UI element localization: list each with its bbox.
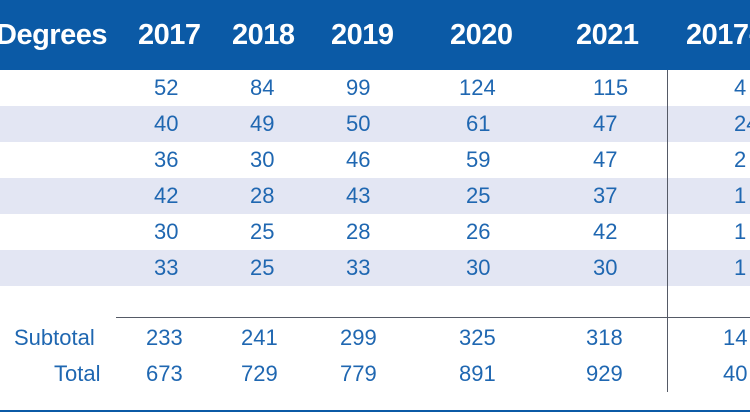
cell-2019: 33 xyxy=(346,255,371,280)
header-year-2019: 2019 xyxy=(331,19,394,51)
cell-2020: 30 xyxy=(466,255,491,280)
cell-2020: 26 xyxy=(466,219,491,244)
cell-2018: 49 xyxy=(250,111,275,136)
table-row: 52 84 99 124 115 4 xyxy=(0,70,750,106)
cell-2019: 43 xyxy=(346,183,371,208)
cell-2020: 325 xyxy=(459,325,496,350)
cell-range: 1 xyxy=(734,255,747,280)
table-row: 30 25 28 26 42 1 xyxy=(0,214,750,250)
cell-2021: 47 xyxy=(593,147,618,172)
cell-range: 40 xyxy=(723,361,748,386)
cell-2018: 25 xyxy=(250,255,275,280)
cell-2019: 299 xyxy=(340,325,377,350)
cell-2019: 779 xyxy=(340,361,377,386)
cell-2021: 37 xyxy=(593,183,618,208)
cell-2017: 52 xyxy=(154,75,179,100)
cell-2018: 84 xyxy=(250,75,275,100)
cell-2019: 99 xyxy=(346,75,371,100)
cell-2017: 36 xyxy=(154,147,179,172)
table-header: Degrees 2017 2018 2019 2020 2021 2017- xyxy=(0,0,750,70)
cell-2020: 59 xyxy=(466,147,491,172)
header-degrees: Degrees xyxy=(0,19,107,51)
cell-2021: 318 xyxy=(586,325,623,350)
cell-range: 2 xyxy=(734,147,747,172)
cell-2018: 28 xyxy=(250,183,275,208)
cell-2017: 42 xyxy=(154,183,179,208)
header-year-2021: 2021 xyxy=(576,19,639,51)
table-row: 36 30 46 59 47 2 xyxy=(0,142,750,178)
cell-2020: 891 xyxy=(459,361,496,386)
table-row: 42 28 43 25 37 1 xyxy=(0,178,750,214)
cell-2020: 61 xyxy=(466,111,491,136)
total-label: Total xyxy=(54,361,101,386)
table-bottom-rule xyxy=(0,410,750,412)
cell-2017: 33 xyxy=(154,255,179,280)
subtotal-label: Subtotal xyxy=(14,325,95,350)
header-year-2017: 2017 xyxy=(138,19,201,51)
cell-2017: 40 xyxy=(154,111,179,136)
cell-2017: 233 xyxy=(146,325,183,350)
column-divider xyxy=(667,70,668,392)
cell-2018: 25 xyxy=(250,219,275,244)
cell-2021: 30 xyxy=(593,255,618,280)
cell-range: 1 xyxy=(734,219,747,244)
subtotal-rule xyxy=(116,317,750,318)
cell-2019: 28 xyxy=(346,219,371,244)
cell-range: 14 xyxy=(723,325,748,350)
cell-2018: 30 xyxy=(250,147,275,172)
cell-range: 24 xyxy=(734,111,750,136)
table-row: 40 49 50 61 47 24 xyxy=(0,106,750,142)
subtotal-row: Subtotal 233 241 299 325 318 14 xyxy=(0,320,750,356)
cell-2021: 929 xyxy=(586,361,623,386)
cell-2021: 47 xyxy=(593,111,618,136)
total-row: Total 673 729 779 891 929 40 xyxy=(0,356,750,392)
cell-2017: 30 xyxy=(154,219,179,244)
cell-2018: 241 xyxy=(241,325,278,350)
header-range: 2017- xyxy=(686,19,750,51)
header-year-2018: 2018 xyxy=(232,19,295,51)
cell-2019: 50 xyxy=(346,111,371,136)
cell-2021: 115 xyxy=(593,75,629,100)
table-row: 33 25 33 30 30 1 xyxy=(0,250,750,286)
cell-2017: 673 xyxy=(146,361,183,386)
cell-2019: 46 xyxy=(346,147,371,172)
cell-2021: 42 xyxy=(593,219,618,244)
cell-2020: 25 xyxy=(466,183,491,208)
cell-2020: 124 xyxy=(459,75,496,100)
cell-range: 1 xyxy=(734,183,747,208)
cell-2018: 729 xyxy=(241,361,278,386)
header-year-2020: 2020 xyxy=(450,19,513,51)
cell-range: 4 xyxy=(734,75,747,100)
